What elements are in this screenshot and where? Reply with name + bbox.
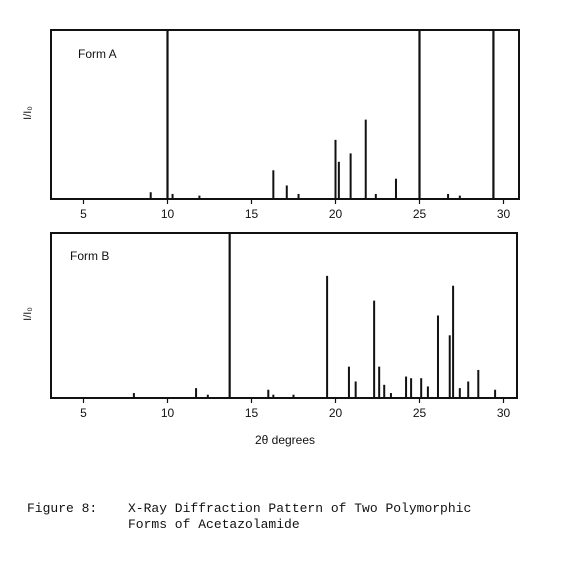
form-a-panel: 5 10 15 20 25 30 Form A I/I₀: [22, 29, 520, 221]
x-tick-label: 20: [329, 207, 343, 221]
x-axis-label: 2θ degrees: [255, 433, 315, 447]
figure-caption: Figure 8: X-Ray Diffraction Pattern of T…: [27, 501, 567, 565]
panel-title: Form A: [78, 47, 117, 61]
x-tick-label: 5: [80, 406, 87, 420]
x-tick-label: 30: [497, 207, 511, 221]
x-tick-label: 15: [245, 207, 259, 221]
x-tick-label: 25: [413, 406, 427, 420]
y-axis-label: I/I₀: [22, 307, 34, 321]
form-b-panel: 5 10 15 20 25 30 Form B I/I₀ 2θ degrees: [22, 232, 518, 447]
caption-line-1: X-Ray Diffraction Pattern of Two Polymor…: [128, 501, 472, 516]
y-axis-label: I/I₀: [22, 106, 34, 120]
x-tick-label: 10: [161, 406, 175, 420]
plot-frame: [50, 29, 520, 200]
caption-label: Figure 8:: [27, 501, 98, 516]
xrd-figure: 5 10 15 20 25 30 Form A I/I₀ 5 10 15 20 25 30 Form B I…: [22, 29, 520, 447]
panel-title: Form B: [70, 249, 109, 263]
x-tick-label: 20: [329, 406, 343, 420]
plot-frame: [50, 232, 518, 399]
x-tick-label: 15: [245, 406, 259, 420]
x-tick-label: 5: [80, 207, 87, 221]
caption-line-2: Forms of Acetazolamide: [128, 517, 300, 532]
x-tick-label: 25: [413, 207, 427, 221]
x-tick-label: 10: [161, 207, 175, 221]
x-tick-label: 30: [497, 406, 511, 420]
